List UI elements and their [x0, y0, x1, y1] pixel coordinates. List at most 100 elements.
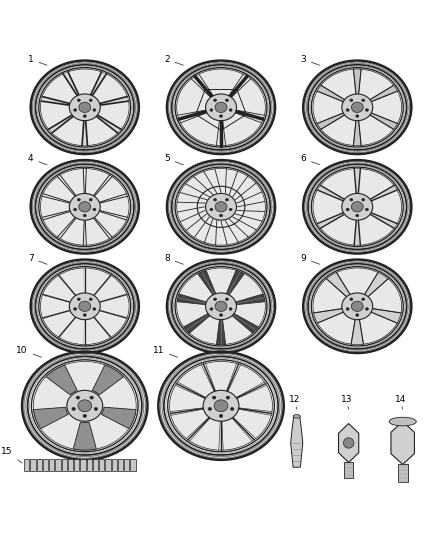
Ellipse shape: [356, 115, 359, 117]
Polygon shape: [354, 217, 360, 245]
Ellipse shape: [208, 407, 212, 410]
Polygon shape: [291, 416, 303, 467]
Polygon shape: [367, 85, 397, 103]
Ellipse shape: [313, 69, 402, 146]
Ellipse shape: [83, 214, 86, 217]
Ellipse shape: [79, 102, 91, 112]
Polygon shape: [198, 270, 217, 297]
Bar: [99, 458, 104, 471]
Ellipse shape: [78, 99, 80, 101]
Ellipse shape: [40, 268, 129, 345]
Bar: [49, 458, 54, 471]
Ellipse shape: [219, 115, 223, 117]
Bar: [131, 458, 135, 471]
Ellipse shape: [219, 415, 223, 417]
Ellipse shape: [343, 438, 354, 448]
Ellipse shape: [205, 193, 237, 220]
Ellipse shape: [170, 361, 272, 450]
Ellipse shape: [214, 99, 216, 101]
Polygon shape: [32, 261, 138, 352]
Polygon shape: [41, 96, 72, 106]
Ellipse shape: [350, 198, 353, 201]
Polygon shape: [73, 422, 96, 450]
Polygon shape: [326, 272, 352, 299]
Polygon shape: [232, 294, 265, 305]
Ellipse shape: [342, 293, 373, 320]
Text: 6: 6: [300, 154, 320, 165]
Polygon shape: [32, 62, 138, 153]
Ellipse shape: [362, 99, 365, 101]
Text: 12: 12: [289, 395, 300, 409]
Ellipse shape: [362, 298, 365, 301]
Text: 10: 10: [16, 345, 42, 357]
Ellipse shape: [229, 208, 232, 211]
Ellipse shape: [69, 94, 100, 120]
Bar: [118, 458, 123, 471]
Bar: [56, 458, 60, 471]
Ellipse shape: [69, 193, 100, 220]
Ellipse shape: [214, 198, 216, 201]
Ellipse shape: [40, 69, 129, 146]
Ellipse shape: [210, 109, 213, 111]
Ellipse shape: [365, 308, 368, 310]
Polygon shape: [101, 407, 136, 429]
Ellipse shape: [293, 415, 300, 418]
Text: 11: 11: [152, 345, 178, 357]
Polygon shape: [92, 365, 124, 395]
Polygon shape: [317, 111, 347, 130]
Ellipse shape: [93, 109, 96, 111]
Ellipse shape: [226, 396, 230, 399]
Polygon shape: [24, 353, 146, 458]
Ellipse shape: [342, 94, 373, 120]
Ellipse shape: [342, 193, 373, 220]
Ellipse shape: [229, 308, 232, 310]
Ellipse shape: [89, 198, 92, 201]
Polygon shape: [90, 72, 106, 98]
Polygon shape: [318, 211, 347, 228]
Polygon shape: [32, 161, 138, 252]
Ellipse shape: [350, 99, 353, 101]
Ellipse shape: [83, 314, 86, 316]
Ellipse shape: [346, 208, 349, 211]
Ellipse shape: [362, 198, 365, 201]
Ellipse shape: [83, 415, 86, 417]
Polygon shape: [354, 168, 360, 197]
Ellipse shape: [230, 407, 234, 410]
Ellipse shape: [365, 109, 368, 111]
Polygon shape: [34, 407, 68, 429]
Bar: [37, 458, 42, 471]
Polygon shape: [177, 294, 210, 305]
Ellipse shape: [313, 168, 402, 245]
Text: 15: 15: [1, 447, 22, 463]
Polygon shape: [368, 308, 401, 323]
Ellipse shape: [215, 102, 227, 112]
Polygon shape: [318, 185, 347, 203]
Bar: [112, 458, 117, 471]
Ellipse shape: [40, 168, 129, 245]
Ellipse shape: [351, 102, 363, 112]
Bar: [24, 458, 29, 471]
Polygon shape: [367, 111, 397, 130]
Bar: [43, 458, 48, 471]
Text: 2: 2: [164, 55, 183, 65]
Ellipse shape: [177, 268, 265, 345]
Ellipse shape: [356, 214, 359, 217]
Polygon shape: [351, 317, 364, 345]
Ellipse shape: [214, 298, 216, 301]
Text: 7: 7: [28, 254, 47, 264]
Ellipse shape: [365, 208, 368, 211]
Ellipse shape: [210, 308, 213, 310]
Bar: [68, 458, 73, 471]
Polygon shape: [82, 119, 88, 146]
Text: 1: 1: [28, 55, 47, 65]
Ellipse shape: [226, 298, 229, 301]
Polygon shape: [160, 353, 282, 458]
Bar: [124, 458, 129, 471]
Ellipse shape: [177, 69, 265, 146]
Ellipse shape: [214, 400, 228, 411]
Ellipse shape: [219, 314, 223, 316]
Polygon shape: [49, 114, 75, 133]
Ellipse shape: [83, 115, 86, 117]
Ellipse shape: [215, 301, 227, 311]
Bar: [344, 463, 353, 478]
